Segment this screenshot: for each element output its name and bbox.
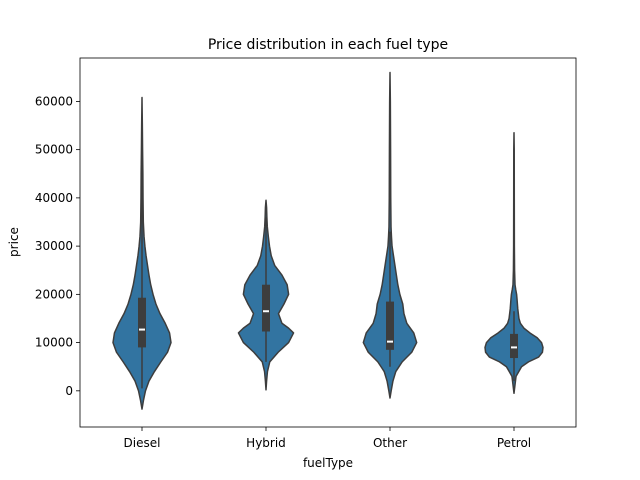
x-tick-label-other: Other (373, 436, 407, 450)
violins-group (112, 71, 544, 410)
y-tick-label: 30000 (35, 239, 73, 253)
y-tick-label: 20000 (35, 287, 73, 301)
violin-body-petrol (484, 132, 544, 394)
y-tick-label: 60000 (35, 94, 73, 108)
plot-frame (79, 57, 577, 428)
y-tick-label: 10000 (35, 336, 73, 350)
violin-iqr-box-hybrid (262, 284, 270, 332)
x-axis-label: fuelType (303, 456, 353, 470)
x-tick-label-hybrid: Hybrid (246, 436, 286, 450)
y-tick-label: 50000 (35, 143, 73, 157)
violin-iqr-box-petrol (510, 333, 518, 359)
y-axis: 0 10000 20000 30000 40000 50000 60000 (35, 94, 80, 398)
y-axis-label: price (7, 227, 21, 257)
x-axis: Diesel Hybrid Other Petrol (124, 427, 531, 450)
y-tick-label: 40000 (35, 191, 73, 205)
chart-title: Price distribution in each fuel type (208, 37, 448, 53)
x-tick-label-petrol: Petrol (497, 436, 531, 450)
x-tick-label-diesel: Diesel (124, 436, 161, 450)
violin-iqr-box-diesel (138, 297, 146, 348)
violin-iqr-box-other (386, 301, 394, 350)
y-tick-label: 0 (65, 384, 73, 398)
